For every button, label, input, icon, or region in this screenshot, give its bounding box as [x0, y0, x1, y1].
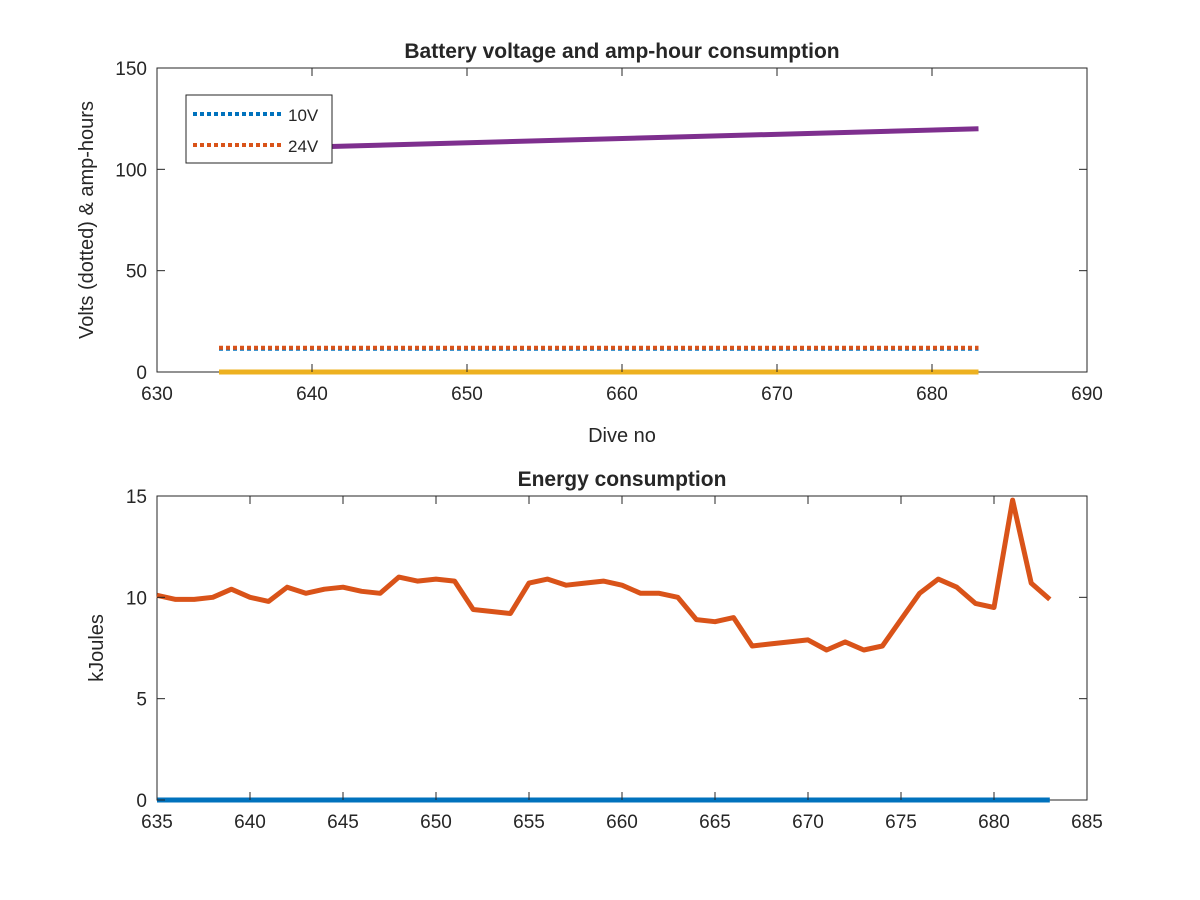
- top-x-axis-label: Dive no: [588, 425, 656, 447]
- bottom-axes: 635 640 645 650 655 660 665 670 675 680 685 0 5 10 15…: [86, 468, 1103, 833]
- top-y-axis-label: Volts (dotted) & amp-hours: [76, 101, 98, 339]
- x-tick-label: 660: [606, 812, 638, 833]
- x-tick-label: 680: [916, 384, 948, 405]
- bottom-axes-box: [156, 495, 1088, 801]
- x-tick-label: 635: [141, 812, 173, 833]
- x-tick-label: 640: [296, 384, 328, 405]
- bottom-chart-title: Energy consumption: [518, 468, 727, 491]
- y-tick-label: 5: [136, 690, 147, 711]
- x-tick-label: 640: [234, 812, 266, 833]
- x-tick-label: 650: [451, 384, 483, 405]
- y-tick-label: 15: [126, 487, 147, 508]
- y-tick-label: 150: [115, 59, 147, 80]
- y-tick-label: 50: [126, 262, 147, 283]
- x-tick-label: 675: [885, 812, 917, 833]
- top-legend: 10V 24V: [185, 94, 333, 164]
- x-tick-label: 630: [141, 384, 173, 405]
- y-tick-label: 0: [136, 363, 147, 384]
- x-tick-label: 645: [327, 812, 359, 833]
- x-tick-label: 690: [1071, 384, 1103, 405]
- top-y-ticks: 0 50 100 150: [115, 59, 1087, 384]
- x-tick-label: 685: [1071, 812, 1103, 833]
- y-tick-label: 100: [115, 160, 147, 181]
- x-tick-label: 670: [792, 812, 824, 833]
- top-x-ticks: 630 640 650 660 670 680 690: [141, 68, 1103, 405]
- x-tick-label: 665: [699, 812, 731, 833]
- top-axes: 630 640 650 660 670 680 690 0 50 100 150 Battery …: [76, 40, 1103, 447]
- bottom-y-axis-label: kJoules: [86, 614, 108, 682]
- top-chart-title: Battery voltage and amp-hour consumption: [404, 40, 839, 63]
- x-tick-label: 670: [761, 384, 793, 405]
- x-tick-label: 655: [513, 812, 545, 833]
- series-line-1: [156, 497, 1052, 653]
- bottom-y-ticks: 0 5 10 15: [126, 487, 1087, 812]
- legend-box: [185, 94, 333, 164]
- x-tick-label: 650: [420, 812, 452, 833]
- y-tick-label: 10: [126, 588, 147, 609]
- legend-label-24v: 24V: [288, 137, 319, 156]
- top-series-group: [219, 126, 979, 375]
- series-line-3: [311, 126, 979, 150]
- x-tick-label: 680: [978, 812, 1010, 833]
- x-tick-label: 660: [606, 384, 638, 405]
- legend-label-10v: 10V: [288, 106, 319, 125]
- bottom-x-ticks: 635 640 645 650 655 660 665 670 675 680 685: [141, 496, 1103, 833]
- y-tick-label: 0: [136, 791, 147, 812]
